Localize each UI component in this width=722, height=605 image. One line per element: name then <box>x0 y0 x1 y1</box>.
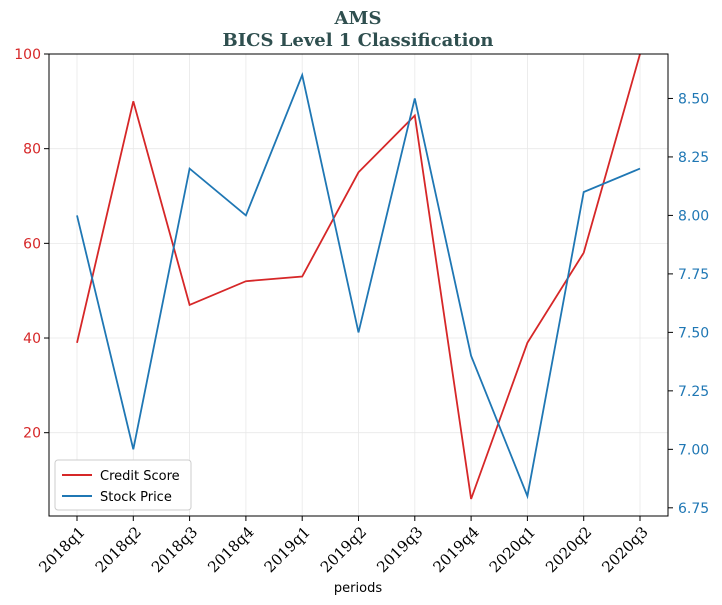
chart-subtitle: BICS Level 1 Classification <box>222 30 493 51</box>
right-tick-label: 8.00 <box>678 208 709 224</box>
legend-label-credit-score: Credit Score <box>100 469 180 484</box>
x-tick-label: 2018q3 <box>148 523 201 576</box>
grid <box>49 53 668 516</box>
x-tick-label: 2019q2 <box>317 523 370 576</box>
x-tick-label: 2020q2 <box>542 523 595 576</box>
left-tick-label: 60 <box>23 236 41 252</box>
x-tick-label: 2018q2 <box>92 523 145 576</box>
right-tick-label: 8.25 <box>678 150 709 166</box>
x-axis-label: periods <box>334 581 382 596</box>
right-tick-label: 8.50 <box>678 91 709 107</box>
x-tick-label: 2019q4 <box>429 523 482 576</box>
left-tick-label: 80 <box>23 142 41 158</box>
x-tick-label: 2020q3 <box>598 523 651 576</box>
right-tick-label: 7.00 <box>678 442 709 458</box>
right-tick-label: 6.75 <box>678 501 709 517</box>
x-tick-label: 2018q4 <box>204 523 257 576</box>
series-lines <box>76 53 641 500</box>
right-tick-label: 7.50 <box>678 325 709 341</box>
left-tick-label: 40 <box>23 331 41 347</box>
x-axis: 2018q1 2018q2 2018q3 2018q4 2019q1 2019q2 2019… <box>35 516 652 576</box>
left-tick-label: 20 <box>23 426 41 442</box>
right-tick-label: 7.75 <box>678 267 709 283</box>
legend: Credit Score Stock Price <box>54 459 192 511</box>
left-tick-label: 100 <box>14 47 41 63</box>
legend-box <box>54 459 192 511</box>
right-tick-label: 7.25 <box>678 384 709 400</box>
right-axis: 6.75 7.00 7.25 7.50 7.75 8.00 8.25 8.50 <box>668 91 709 517</box>
x-tick-label: 2019q3 <box>373 523 426 576</box>
x-tick-label: 2020q1 <box>486 523 539 576</box>
legend-label-stock-price: Stock Price <box>100 490 172 505</box>
left-axis: 20 40 60 80 100 <box>14 47 49 442</box>
x-tick-label: 2019q1 <box>261 523 314 576</box>
chart-title: AMS <box>334 8 382 29</box>
x-tick-label: 2018q1 <box>35 523 88 576</box>
